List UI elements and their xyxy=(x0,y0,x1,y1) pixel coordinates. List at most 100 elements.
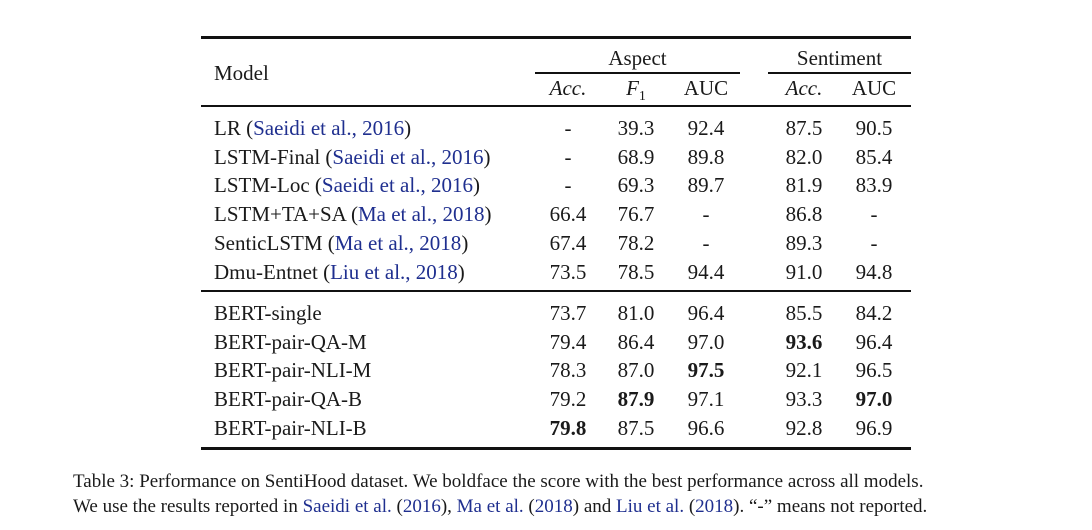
value-cell: 97.0 xyxy=(687,329,725,354)
citation-link[interactable]: Saeidi et al., 2016 xyxy=(253,116,405,140)
value-cell: 92.4 xyxy=(687,116,725,140)
citation-link[interactable]: Ma et al., 2018 xyxy=(334,230,462,255)
value-cell: - xyxy=(564,173,572,198)
cite-open-paren: ( xyxy=(322,230,335,255)
value-cell: 96.4 xyxy=(855,329,893,354)
value-cell: 87.5 xyxy=(617,415,655,440)
value-cell: 96.5 xyxy=(855,358,893,383)
group-separator-rule xyxy=(201,290,911,292)
value-cell: 69.3 xyxy=(617,173,655,198)
caption-text: ( xyxy=(684,496,696,517)
value-cell: 94.4 xyxy=(687,259,725,284)
caption-citation-link[interactable]: 2016 xyxy=(402,496,441,517)
value-cell: 93.3 xyxy=(785,387,823,412)
caption-citation-link[interactable]: 2018 xyxy=(534,496,573,517)
value-cell: 86.4 xyxy=(617,329,655,354)
model-name-cell: BERT-pair-QA-M xyxy=(214,330,367,354)
header-model: Model xyxy=(214,61,269,85)
value-cell: 91.0 xyxy=(785,259,823,284)
value-cell: 84.2 xyxy=(855,301,893,325)
value-cell: - xyxy=(702,202,710,227)
model-name-cell: LR (Saeidi et al., 2016) xyxy=(214,116,411,140)
value-cell: 96.4 xyxy=(687,301,725,325)
value-cell: 79.4 xyxy=(549,329,587,354)
value-cell: 86.8 xyxy=(785,202,823,227)
value-cell: 94.8 xyxy=(855,259,893,284)
model-name-cell: LSTM-Loc (Saeidi et al., 2016) xyxy=(214,173,480,197)
cite-open-paren: ( xyxy=(320,144,333,169)
cite-open-paren: ( xyxy=(309,173,322,198)
value-cell: 90.5 xyxy=(855,116,893,140)
citation-link[interactable]: Saeidi et al., 2016 xyxy=(332,144,484,169)
value-cell: 89.8 xyxy=(687,144,725,169)
value-cell: 85.4 xyxy=(855,144,893,169)
model-name-cell: BERT-pair-QA-B xyxy=(214,387,362,411)
header-sentiment-auc: AUC xyxy=(851,76,897,100)
model-name: LR xyxy=(214,116,241,140)
value-cell: 81.9 xyxy=(785,173,823,198)
caption-line-1: Table 3: Performance on SentiHood datase… xyxy=(73,471,924,492)
model-name: LSTM-Final xyxy=(214,144,321,169)
cite-close-paren: ) xyxy=(472,173,480,198)
value-cell: - xyxy=(702,230,710,255)
caption-text: ). “-” means not reported. xyxy=(733,496,928,517)
value-cell: 68.9 xyxy=(617,144,655,169)
value-cell: - xyxy=(564,116,572,140)
citation-link[interactable]: Saeidi et al., 2016 xyxy=(321,173,473,198)
value-cell: - xyxy=(870,230,878,255)
caption-line-2: We use the results reported in Saeidi et… xyxy=(73,493,1073,521)
aspect-underline xyxy=(535,72,740,74)
header-aspect-auc: AUC xyxy=(683,76,729,100)
cite-open-paren: ( xyxy=(317,259,331,284)
caption-text: ) and xyxy=(572,496,617,517)
model-name: SenticLSTM xyxy=(214,230,323,255)
model-name: Dmu-Entnet xyxy=(214,259,318,284)
value-cell: 97.5 xyxy=(687,358,725,383)
value-cell: - xyxy=(564,144,572,169)
citation-link[interactable]: Liu et al., 2018 xyxy=(330,259,458,284)
model-name: LSTM-Loc xyxy=(214,173,310,198)
value-cell: 96.9 xyxy=(855,415,893,440)
caption-citation-link[interactable]: Saeidi et al. xyxy=(302,496,392,517)
value-cell: 89.7 xyxy=(687,173,725,198)
value-cell: 39.3 xyxy=(617,116,655,140)
header-sentiment: Sentiment xyxy=(796,46,883,70)
caption-text: ), xyxy=(440,496,457,517)
model-name: BERT-pair-NLI-B xyxy=(214,415,367,440)
model-name-cell: SenticLSTM (Ma et al., 2018) xyxy=(214,231,468,255)
caption-citation-link[interactable]: Ma et al. xyxy=(456,496,524,517)
model-name-cell: LSTM+TA+SA (Ma et al., 2018) xyxy=(214,202,492,226)
value-cell: 76.7 xyxy=(617,202,655,227)
value-cell: 78.2 xyxy=(617,230,655,255)
caption-citation-link[interactable]: Liu et al. xyxy=(616,496,685,517)
cite-open-paren: ( xyxy=(345,202,358,227)
cite-close-paren: ) xyxy=(484,202,492,227)
value-cell: 92.8 xyxy=(785,415,823,440)
value-cell: 83.9 xyxy=(855,173,893,198)
value-cell: 78.3 xyxy=(549,358,587,383)
cite-open-paren: ( xyxy=(240,116,254,140)
model-name-cell: LSTM-Final (Saeidi et al., 2016) xyxy=(214,145,490,169)
f1-letter: F xyxy=(626,76,639,100)
model-name: LSTM+TA+SA xyxy=(214,202,346,227)
value-cell: 93.6 xyxy=(785,329,823,354)
header-sentiment-acc: Acc. xyxy=(785,76,823,100)
cite-close-paren: ) xyxy=(404,116,412,140)
value-cell: 67.4 xyxy=(549,230,587,255)
value-cell: 82.0 xyxy=(785,144,823,169)
header-aspect-acc: Acc. xyxy=(549,76,587,100)
model-name: BERT-pair-QA-B xyxy=(214,387,363,412)
top-rule xyxy=(201,36,911,39)
value-cell: - xyxy=(870,202,878,227)
bottom-rule xyxy=(201,447,911,450)
value-cell: 73.5 xyxy=(549,259,587,284)
model-name: BERT-pair-NLI-M xyxy=(214,358,372,383)
value-cell: 73.7 xyxy=(549,301,587,325)
citation-link[interactable]: Ma et al., 2018 xyxy=(357,202,485,227)
caption-text: We use the results reported in xyxy=(73,496,303,517)
caption-citation-link[interactable]: 2018 xyxy=(695,496,734,517)
f1-subscript: 1 xyxy=(638,89,646,105)
header-aspect: Aspect xyxy=(608,46,667,70)
cite-close-paren: ) xyxy=(461,230,469,255)
value-cell: 79.2 xyxy=(549,387,587,412)
